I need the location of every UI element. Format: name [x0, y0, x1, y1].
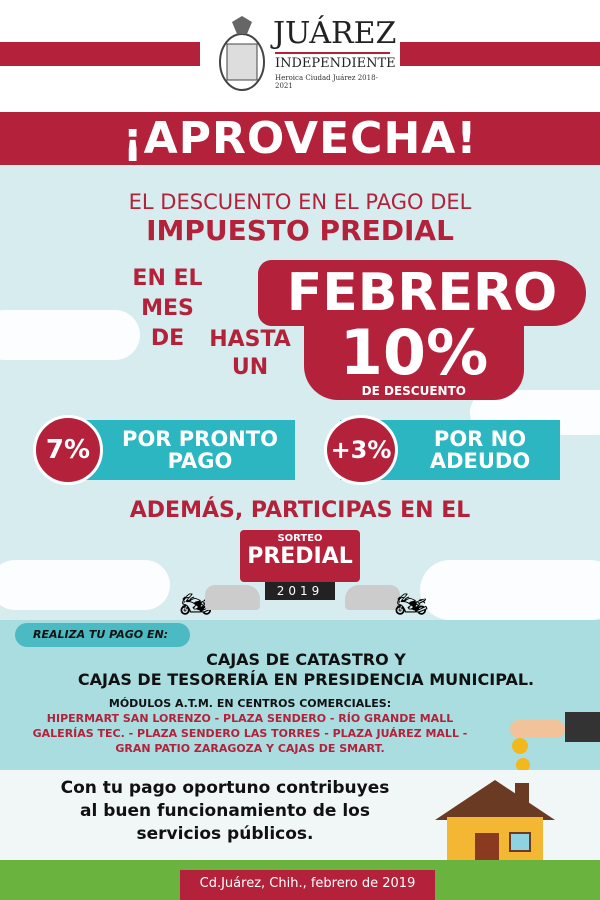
- logo-rule: [275, 52, 390, 54]
- module-item: GRAN PATIO ZARAGOZA Y CAJAS DE SMART.: [115, 742, 385, 755]
- payment-pill: REALIZA TU PAGO EN:: [15, 623, 190, 647]
- offer-line1: POR NO: [433, 427, 527, 451]
- discount-prefix-line2: UN: [231, 355, 269, 380]
- coin-icon: [512, 738, 528, 754]
- footer-banner: Cd.Juárez, Chih., febrero de 2019: [180, 870, 435, 900]
- payment-line2: CAJAS DE TESORERÍA EN PRESIDENCIA MUNICI…: [77, 670, 535, 689]
- intro-line1: EL DESCUENTO EN EL PAGO DEL: [128, 190, 472, 214]
- raffle-intro: ADEMÁS, PARTICIPAS EN EL: [129, 498, 471, 523]
- module-item: HIPERMART SAN LORENZO - PLAZA SENDERO - …: [46, 712, 454, 725]
- offer-line1: POR PRONTO: [122, 427, 278, 451]
- discount-value: 10%: [339, 316, 489, 389]
- closing-line: al buen funcionamiento de los: [80, 801, 370, 821]
- cloud: [0, 310, 140, 360]
- intro-line2: IMPUESTO PREDIAL: [146, 214, 454, 247]
- car-icon: [205, 585, 260, 610]
- raffle-logo: SORTEO PREDIAL 2019: [230, 530, 370, 608]
- module-item: GALERÍAS TEC. - PLAZA SENDERO LAS TORRES…: [32, 727, 468, 740]
- month-prefix-line1: EN EL: [132, 266, 203, 291]
- payment-line1: CAJAS DE CATASTRO Y: [206, 650, 406, 669]
- logo-title: JUÁREZ: [273, 16, 397, 51]
- modules-title: MÓDULOS A.T.M. EN CENTROS COMERCIALES:: [108, 697, 392, 710]
- offer-line2: PAGO: [167, 449, 233, 473]
- month-badge: FEBRERO: [258, 260, 586, 326]
- raffle-year: 2019: [265, 582, 335, 600]
- closing-line: Con tu pago oportuno contribuyes: [60, 778, 390, 798]
- logo: JUÁREZ INDEPENDIENTE Heroica Ciudad Juár…: [205, 8, 397, 98]
- offer-line2: ADEUDO: [429, 449, 531, 473]
- discount-suffix: DE DESCUENTO: [361, 384, 466, 398]
- left-ribbon: [0, 42, 200, 66]
- raffle-small: SORTEO: [277, 533, 323, 544]
- coin-icon: [516, 758, 530, 772]
- offer-percent: 7%: [33, 415, 103, 485]
- cloud: [0, 560, 170, 610]
- discount-prefix-line1: HASTA: [209, 327, 291, 352]
- closing-text: Con tu pago oportuno contribuyes al buen…: [30, 777, 420, 846]
- car-icon: [345, 585, 400, 610]
- discount-prefix: HASTA UN: [205, 326, 295, 382]
- closing-line: servicios públicos.: [136, 824, 314, 844]
- month-prefix-line2: MES DE: [141, 296, 194, 351]
- logo-subtitle: INDEPENDIENTE: [275, 56, 396, 71]
- headline-banner: ¡APROVECHA!: [0, 112, 600, 166]
- coat-of-arms-icon: [219, 16, 265, 91]
- offer-percent: +3%: [324, 415, 398, 485]
- month-prefix: EN EL MES DE: [125, 264, 210, 354]
- right-ribbon: [400, 42, 600, 66]
- discount-badge: 10% DE DESCUENTO: [304, 322, 524, 400]
- raffle-big: PREDIAL: [247, 544, 353, 569]
- cloud: [420, 560, 600, 620]
- modules-list: HIPERMART SAN LORENZO - PLAZA SENDERO - …: [0, 711, 500, 756]
- sleeve: [565, 712, 600, 742]
- motorcycle-icon: 🏍: [395, 590, 429, 620]
- logo-tagline: Heroica Ciudad Juárez 2018-2021: [275, 74, 378, 90]
- hand-icon: [510, 720, 565, 738]
